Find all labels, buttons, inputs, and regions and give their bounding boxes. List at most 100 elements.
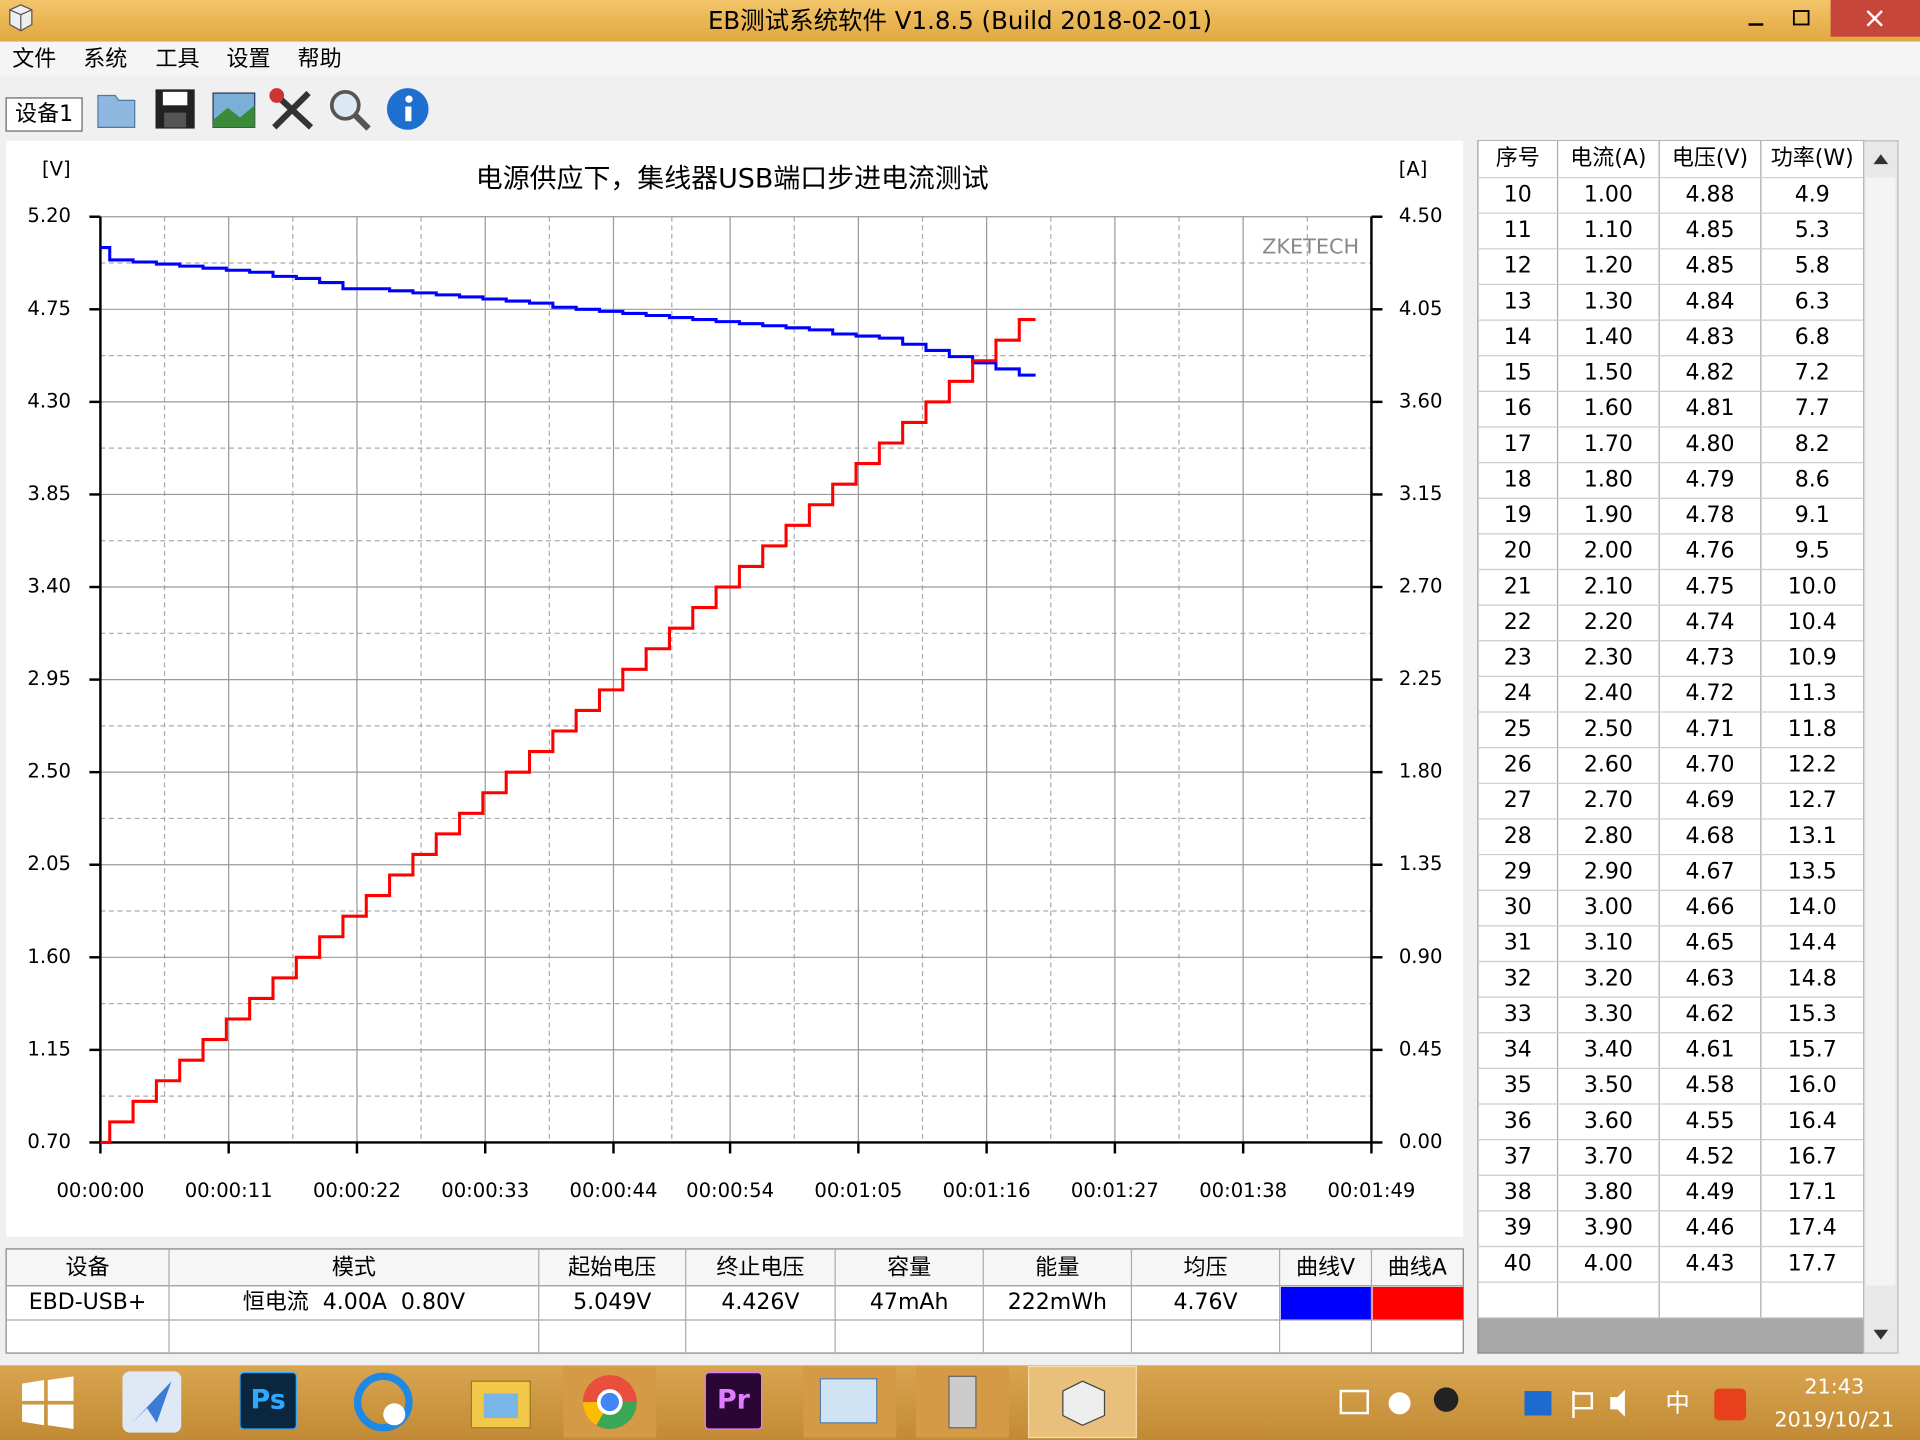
table-cell: 11 xyxy=(1504,218,1532,243)
summary-table: 设备 模式 起始电压 终止电压 容量 能量 均压 曲线V 曲线A EBD-USB+ 恒电流 4.00… xyxy=(5,1248,1464,1354)
column-header: 能量 xyxy=(1035,1256,1079,1281)
chart-panel xyxy=(6,140,1464,1237)
table-cell: 19 xyxy=(1504,503,1532,528)
ime-indicator[interactable]: 中 xyxy=(1665,1388,1689,1417)
curve-swatch xyxy=(1372,1286,1464,1320)
table-cell: 14.0 xyxy=(1788,895,1837,920)
table-cell: 16 xyxy=(1504,396,1532,421)
table-cell: 5.049V xyxy=(573,1290,651,1315)
table-cell: 4.46 xyxy=(1685,1216,1734,1241)
y-tick-label: 1.60 xyxy=(27,945,71,968)
save-button[interactable] xyxy=(155,89,195,129)
close-glyph xyxy=(1866,10,1883,27)
menu-item[interactable]: 工具 xyxy=(156,47,200,72)
table-cell: 4.49 xyxy=(1685,1180,1734,1205)
open-button[interactable] xyxy=(97,94,136,128)
explorer-app[interactable] xyxy=(470,1380,531,1429)
x-tick-label: 00:01:16 xyxy=(943,1179,1031,1202)
table-cell: 3.70 xyxy=(1584,1144,1633,1169)
table-cell: 11.8 xyxy=(1788,717,1837,742)
tools-button[interactable] xyxy=(269,88,314,130)
table-cell: 1.00 xyxy=(1584,182,1633,207)
table-cell: 1.30 xyxy=(1584,289,1633,314)
table-cell: 21 xyxy=(1504,574,1532,599)
table-cell: 4.66 xyxy=(1685,895,1734,920)
y2-tick-label: 2.25 xyxy=(1399,667,1443,690)
y-tick-label: 5.20 xyxy=(27,204,71,227)
table-cell: 12.2 xyxy=(1788,752,1837,777)
table-cell: 3.20 xyxy=(1584,966,1633,991)
table-cell: 1.10 xyxy=(1584,218,1633,243)
table-cell: 2.90 xyxy=(1584,859,1633,884)
table-cell: 4.81 xyxy=(1685,396,1734,421)
table-cell: 222mWh xyxy=(1008,1290,1107,1315)
table-cell: 6.3 xyxy=(1795,289,1830,314)
table-cell: 34 xyxy=(1504,1038,1532,1063)
table-cell: 4.88 xyxy=(1685,182,1734,207)
table-cell: 14 xyxy=(1504,325,1532,350)
search-button[interactable] xyxy=(330,90,371,131)
table-cell: 24 xyxy=(1504,681,1532,706)
browser-app[interactable] xyxy=(353,1372,413,1432)
start-button[interactable] xyxy=(22,1376,74,1429)
table-cell: 11.3 xyxy=(1788,681,1837,706)
table-cell: 4.55 xyxy=(1685,1109,1734,1134)
table-cell: 4.84 xyxy=(1685,289,1734,314)
table-cell: 4.75 xyxy=(1685,574,1734,599)
table-cell: 4.79 xyxy=(1685,467,1734,492)
table-cell: 39 xyxy=(1504,1216,1532,1241)
clock-date: 2019/10/21 xyxy=(1774,1407,1894,1431)
eb-app[interactable] xyxy=(1027,1365,1137,1439)
device-tab[interactable] xyxy=(5,97,83,132)
panel-app[interactable] xyxy=(803,1366,897,1438)
column-header: 均压 xyxy=(1183,1256,1227,1281)
table-cell: 4.85 xyxy=(1685,218,1734,243)
image-button[interactable] xyxy=(212,92,256,128)
table-cell: 27 xyxy=(1504,788,1532,813)
table-cell: 4.80 xyxy=(1685,432,1734,457)
system-tray[interactable] xyxy=(1339,1387,1747,1421)
scrollbar[interactable] xyxy=(1863,140,1899,1354)
table-cell: 4.82 xyxy=(1685,361,1734,386)
chrome-app[interactable] xyxy=(563,1366,657,1438)
table-cell: 3.40 xyxy=(1584,1038,1633,1063)
y-tick-label: 3.85 xyxy=(27,482,71,505)
bird-app[interactable] xyxy=(122,1371,182,1433)
x-tick-label: 00:01:27 xyxy=(1071,1179,1159,1202)
curve-swatch xyxy=(1280,1286,1372,1320)
table-cell: 4.76V xyxy=(1173,1290,1237,1315)
table-cell: 12 xyxy=(1504,254,1532,279)
info-button[interactable] xyxy=(386,88,429,130)
maximize-button[interactable] xyxy=(1792,10,1810,26)
table-cell: 28 xyxy=(1504,824,1532,849)
table-cell: 4.85 xyxy=(1685,254,1734,279)
table-cell: 8.6 xyxy=(1795,467,1830,492)
table-cell: 8.2 xyxy=(1795,432,1830,457)
premiere-app[interactable] xyxy=(704,1372,763,1430)
device-app[interactable] xyxy=(915,1366,1009,1438)
table-cell: 4.426V xyxy=(721,1290,799,1315)
table-cell: 17 xyxy=(1504,432,1532,457)
table-cell: 1.70 xyxy=(1584,432,1633,457)
app-label: Pr xyxy=(717,1384,751,1415)
menu-item[interactable]: 帮助 xyxy=(298,47,342,72)
table-cell: 4.61 xyxy=(1685,1038,1734,1063)
table-cell: 4.65 xyxy=(1685,931,1734,956)
watermark: ZKETECH xyxy=(1262,234,1359,258)
column-header: 设备 xyxy=(66,1256,110,1281)
menu-item[interactable]: 系统 xyxy=(83,47,127,72)
table-cell: 5.3 xyxy=(1795,218,1830,243)
photoshop-app[interactable] xyxy=(239,1372,297,1430)
menu-item[interactable]: 设置 xyxy=(227,47,271,72)
menu: 文件 系统 工具 设置 帮助 xyxy=(12,47,341,72)
table-cell: 5.8 xyxy=(1795,254,1830,279)
x-tick-label: 00:00:54 xyxy=(686,1179,774,1202)
x-tick-label: 00:01:05 xyxy=(814,1179,902,1202)
y2-tick-label: 2.70 xyxy=(1399,575,1443,598)
table-cell: 7.2 xyxy=(1795,361,1830,386)
table-cell: 14.8 xyxy=(1788,966,1837,991)
y-tick-label: 2.95 xyxy=(27,667,71,690)
menu-item[interactable]: 文件 xyxy=(12,47,56,72)
menu-bar xyxy=(0,41,1920,76)
